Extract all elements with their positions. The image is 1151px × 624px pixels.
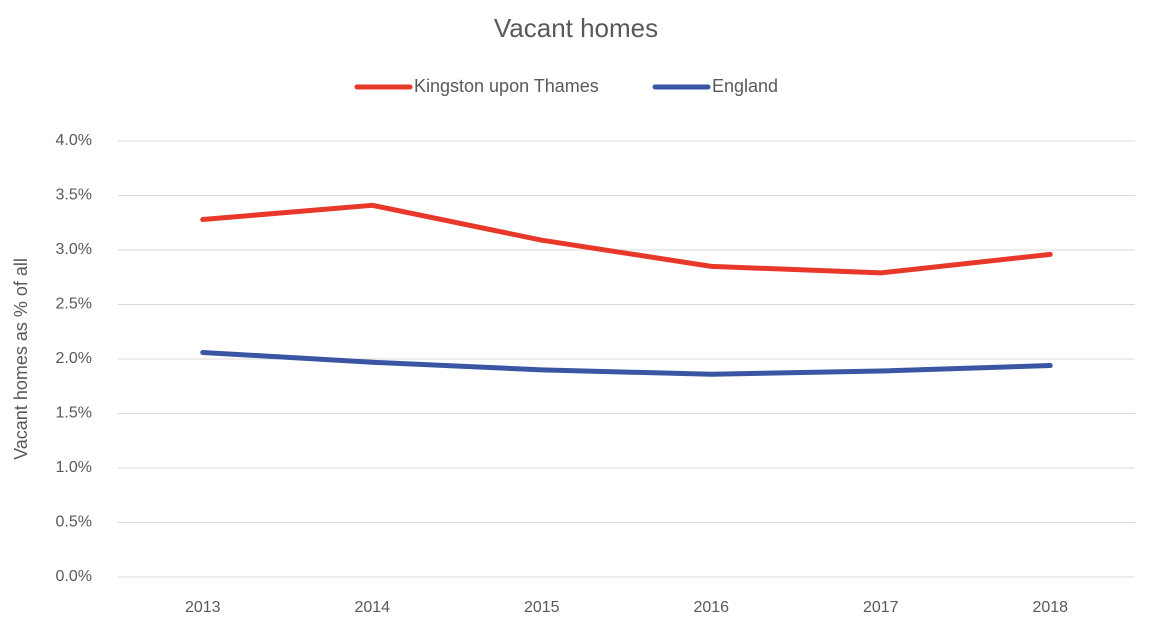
legend-label: England xyxy=(712,76,778,96)
y-tick-label: 3.0% xyxy=(56,241,92,258)
x-tick-label: 2013 xyxy=(185,599,221,616)
x-tick-label: 2014 xyxy=(354,599,390,616)
y-tick-label: 2.5% xyxy=(56,296,92,313)
y-tick-label: 0.5% xyxy=(56,514,92,531)
x-tick-label: 2016 xyxy=(693,599,729,616)
y-tick-label: 2.0% xyxy=(56,350,92,367)
x-tick-label: 2015 xyxy=(524,599,560,616)
legend-label: Kingston upon Thames xyxy=(414,76,599,96)
series-line xyxy=(200,349,1053,377)
series-line xyxy=(200,202,1053,276)
x-tick-label: 2018 xyxy=(1032,599,1068,616)
x-tick-label: 2017 xyxy=(863,599,899,616)
y-tick-label: 1.5% xyxy=(56,405,92,422)
y-axis-label: Vacant homes as % of all xyxy=(11,258,31,460)
y-tick-label: 1.0% xyxy=(56,459,92,476)
chart-title: Vacant homes xyxy=(494,13,658,43)
y-tick-label: 4.0% xyxy=(56,132,92,149)
y-tick-label: 0.0% xyxy=(56,568,92,585)
y-tick-label: 3.5% xyxy=(56,187,92,204)
